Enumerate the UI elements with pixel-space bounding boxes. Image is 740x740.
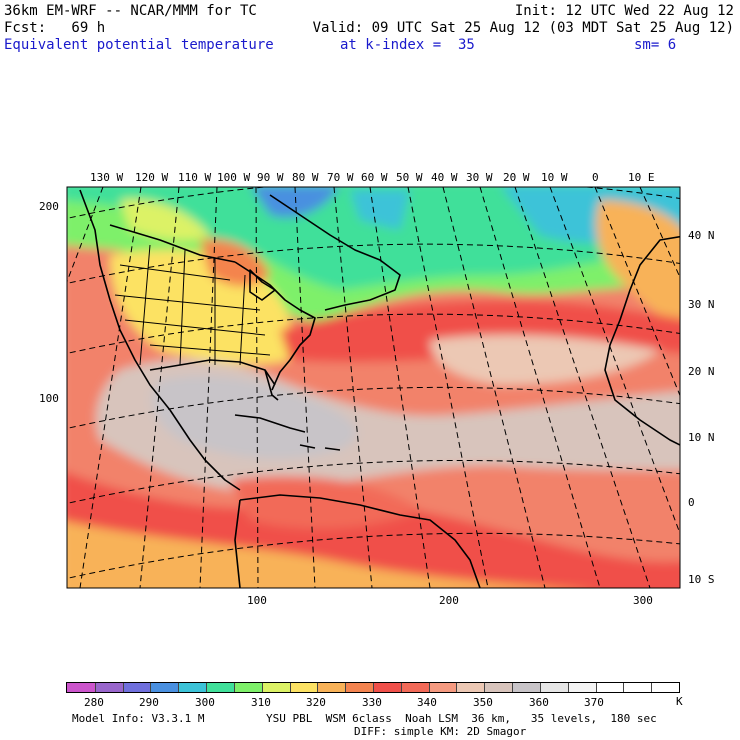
colorbar-swatch	[595, 683, 624, 692]
colorbar-frame	[66, 682, 680, 693]
model-title: 36km EM-WRF -- NCAR/MMM for TC	[4, 3, 257, 19]
lon-label: 70 W	[327, 171, 354, 184]
colorbar-tick: 320	[306, 696, 326, 709]
colorbar-tick: 310	[251, 696, 271, 709]
grid-y-label: 200	[39, 200, 59, 213]
colorbar-tick: 300	[195, 696, 215, 709]
colorbar-swatch	[150, 683, 179, 692]
lat-label: 0	[688, 496, 695, 509]
lon-label: 50 W	[396, 171, 423, 184]
lat-label: 20 N	[688, 365, 715, 378]
lon-label: 60 W	[361, 171, 388, 184]
colorbar-swatch	[345, 683, 374, 692]
colorbar-swatch	[484, 683, 513, 692]
lon-label: 110 W	[178, 171, 212, 184]
colorbar-swatch	[178, 683, 207, 692]
lon-label: 40 W	[431, 171, 458, 184]
colorbar-swatch	[261, 683, 291, 692]
level-index: at k-index = 35	[340, 37, 475, 53]
lon-label: 90 W	[257, 171, 284, 184]
colorbar-swatch	[206, 683, 235, 692]
field-name: Equivalent potential temperature	[4, 37, 274, 53]
colorbar-swatch	[512, 683, 541, 692]
physics-info: YSU PBL WSM 6class Noah LSM 36 km, 35 le…	[266, 712, 657, 725]
colorbar-tick: 360	[529, 696, 549, 709]
lon-label: 30 W	[466, 171, 493, 184]
colorbar-swatch	[67, 683, 96, 692]
valid-time: Valid: 09 UTC Sat 25 Aug 12 (03 MDT Sat …	[312, 20, 734, 36]
smoothing-value: sm= 6	[634, 37, 677, 53]
colorbar-swatch	[567, 683, 597, 692]
colorbar-tick: 350	[473, 696, 493, 709]
lon-label: 120 W	[135, 171, 169, 184]
lat-label: 10 S	[688, 573, 715, 586]
colorbar-swatch	[428, 683, 457, 692]
colorbar-tick: 370	[584, 696, 604, 709]
colorbar-tick: 340	[417, 696, 437, 709]
model-info: Model Info: V3.3.1 M	[72, 712, 205, 725]
grid-x-label: 300	[633, 594, 653, 607]
lon-label: 10 W	[541, 171, 568, 184]
lon-label: 20 W	[503, 171, 530, 184]
colorbar-tick: 330	[362, 696, 382, 709]
colorbar-tick: 280	[84, 696, 104, 709]
colorbar-swatch	[233, 683, 263, 692]
grid-x-label: 200	[439, 594, 459, 607]
lat-label: 10 N	[688, 431, 715, 444]
diffusion-info: DIFF: simple KM: 2D Smagor	[354, 725, 527, 738]
grid-y-label: 100	[39, 392, 59, 405]
colorbar-swatch	[94, 683, 124, 692]
colorbar-swatch	[623, 683, 652, 692]
colorbar-swatch	[539, 683, 569, 692]
colorbar-swatch	[651, 683, 680, 692]
lon-label: 80 W	[292, 171, 319, 184]
init-time: Init: 12 UTC Wed 22 Aug 12	[514, 3, 734, 19]
forecast-hour: Fcst: 69 h	[4, 20, 106, 36]
colorbar-swatch	[317, 683, 346, 692]
colorbar-swatch	[289, 683, 318, 692]
grid-x-label: 100	[247, 594, 267, 607]
colorbar-swatch	[456, 683, 485, 692]
colorbar	[67, 683, 680, 692]
colorbar-tick: 290	[139, 696, 159, 709]
colorbar-swatch	[400, 683, 430, 692]
colorbar-swatch	[122, 683, 151, 692]
colorbar-swatch	[373, 683, 402, 692]
colorbar-unit: K	[676, 695, 683, 708]
lon-label: 130 W	[90, 171, 124, 184]
lon-label: 0	[592, 171, 599, 184]
lat-label: 30 N	[688, 298, 715, 311]
lon-label: 10 E	[628, 171, 655, 184]
lat-label: 40 N	[688, 229, 715, 242]
lon-label: 100 W	[217, 171, 251, 184]
